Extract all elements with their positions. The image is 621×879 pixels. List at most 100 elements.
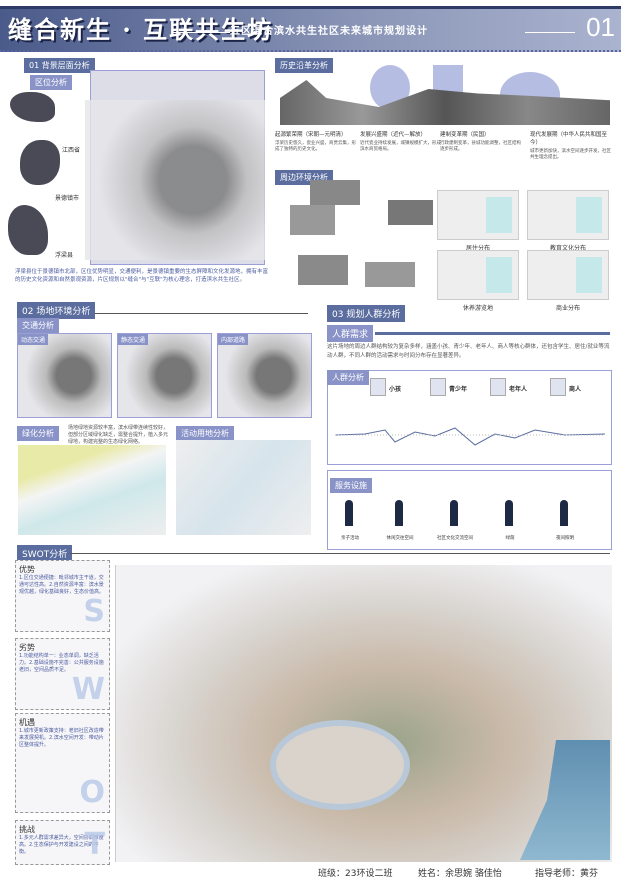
history-era: 现代发展期（中华人民共和国至今） 城市更新加快，滨水空间逐步开发，社区共生理念提出… [530, 130, 612, 161]
poster-subtitle: 五区混合滨水共生社区未来城市规划设计 [230, 26, 428, 37]
green-label: 绿化分析 [17, 426, 59, 441]
facility-label: 绿荫 [505, 536, 515, 541]
facilities-label: 服务设施 [330, 478, 372, 493]
swot-title: 劣势 [19, 643, 35, 652]
green-map [18, 445, 166, 535]
page-number: 01 [586, 12, 615, 42]
traffic-map-label: 静态交通 [118, 334, 149, 345]
map-caption: 教育文化分布 [549, 245, 586, 252]
swot-text: 1.城市更新政策支持：老旧社区改造带来发展契机。2.滨水空间开发：带动片区整体提… [19, 728, 104, 748]
person-icon [550, 378, 566, 396]
swot-text: 1.区位交通便捷：毗邻城市主干道，交通可达性高。2.自然资源丰富：滨水景观优越，… [19, 575, 105, 595]
credit-names: 姓名：余思婉 骆佳怡 [418, 869, 502, 879]
traffic-map [17, 333, 112, 418]
map-caption: 居住分布 [465, 245, 490, 252]
poster-title: 缝合新生 · 互联共生坊 [8, 15, 274, 44]
swot-panel: 机遇 1.城市更新政策支持：老旧社区改造带来发展契机。2.滨水空间开发：带动片区整… [15, 713, 110, 813]
surrounding-photo [290, 205, 335, 235]
location-label: 区位分析 [30, 75, 72, 90]
era-title: 起源繁荣期（宋朝—元明清） [275, 132, 347, 138]
place-label: 景德镇市 [55, 195, 80, 202]
era-title: 现代发展期（中华人民共和国至今） [530, 132, 608, 146]
section1-description: 浮梁县位于景德镇市北部，区位优势明显，交通便利，是景德镇重要的生态屏障和文化发源… [15, 269, 269, 283]
traffic-map-label: 内部道路 [218, 334, 249, 345]
china-map [10, 92, 55, 122]
section2-label: 02 场地环境分析 [17, 302, 96, 319]
surrounding-photo [388, 200, 433, 225]
facility-label: 社区文化交流空间 [437, 536, 473, 541]
map-caption: 休养游览地 [462, 305, 493, 312]
person-silhouette-icon [345, 500, 353, 526]
header-banner [0, 6, 621, 52]
swot-label: SWOT分析 [17, 545, 73, 562]
person-silhouette-icon [450, 500, 458, 526]
place-label: 江西省 [62, 147, 81, 154]
history-label: 历史沿革分析 [275, 58, 333, 73]
facility-label: 休闲交往空间 [386, 536, 414, 541]
section1-label: 01 背景层面分析 [24, 58, 95, 73]
traffic-map-label: 动态交通 [18, 334, 49, 345]
history-era: 发展兴盛期（近代—解放） 近代瓷业持续发展，城镇规模扩大，形成滨水商贸格局。 [360, 130, 442, 153]
person-silhouette-icon [505, 500, 513, 526]
activity-label: 活动用地分析 [176, 426, 234, 441]
swot-title: 挑战 [19, 825, 35, 834]
site-aerial [85, 100, 265, 260]
era-title: 发展兴盛期（近代—解放） [360, 132, 427, 138]
surrounding-map [437, 190, 519, 240]
person-icon [430, 378, 446, 396]
group-label: 商人 [569, 386, 582, 393]
divider [95, 313, 308, 314]
facility-label: 夜间照明 [556, 536, 574, 541]
highlight-zone [576, 257, 602, 293]
swot-letter: O [79, 775, 105, 810]
green-text: 场地绿地资源较丰富，滨水绿带连续性较好，但部分区域绿化缺乏，需整合提升，植入多元… [68, 425, 169, 445]
era-text: 浮梁历史悠久，瓷业兴盛，商贾云集，形成了独特的历史文化。 [275, 141, 356, 152]
swot-letter: T [84, 827, 105, 862]
history-era: 起源繁荣期（宋朝—元明清） 浮梁历史悠久，瓷业兴盛，商贾云集，形成了独特的历史文化… [275, 130, 357, 153]
activity-time-chart [335, 427, 605, 446]
facility-label: 亲子活动 [341, 536, 359, 541]
traffic-label: 交通分析 [17, 318, 59, 333]
city-map [8, 205, 48, 255]
traffic-map [217, 333, 312, 418]
surrounding-photo [298, 255, 348, 285]
swot-text: 1.功能结构单一：业态单调，缺乏活力。2.基础设施不完善：公共服务设施老旧，空间… [19, 653, 104, 673]
person-silhouette-icon [395, 500, 403, 526]
swot-panel: 优势 1.区位交通便捷：毗邻城市主干道，交通可达性高。2.自然资源丰富：滨水景观优… [15, 560, 110, 632]
era-title: 建制变革期（民国） [440, 132, 490, 138]
group-label: 老年人 [509, 386, 528, 393]
surrounding-map [527, 190, 609, 240]
province-map [20, 140, 60, 185]
divider [172, 32, 230, 33]
divider [525, 32, 575, 33]
surrounding-map [527, 250, 609, 300]
credit-advisor: 指导老师：黄芬 [535, 869, 599, 879]
map-caption: 商业分布 [555, 305, 580, 312]
analysis-label: 人群分析 [327, 370, 369, 385]
divider [375, 332, 610, 335]
credit-class: 班级：23环设二班 [318, 869, 393, 879]
needs-text: 这片场地的周边人群结构较为复杂多样，涵盖小孩、青少年、老年人、商人等核心群体，还… [327, 344, 610, 359]
swot-panel: 挑战 1.多元人群需求差异大，空间协调难度高。2.生态保护与开发建设之间的平衡。 T [15, 820, 110, 865]
era-text: 城市更新加快，滨水空间逐步开发，社区共生理念提出。 [530, 149, 611, 160]
place-label: 浮梁县 [55, 252, 74, 259]
highlight-zone [486, 257, 512, 293]
swot-letter: W [71, 672, 105, 707]
history-era: 建制变革期（民国） 行政建制变革，县城功能调整，社区结构逐步形成。 [440, 130, 522, 153]
divider [70, 553, 610, 554]
needs-label: 人群需求 [327, 325, 374, 342]
era-text: 近代瓷业持续发展，城镇规模扩大，形成滨水商贸格局。 [360, 141, 441, 152]
swot-title: 机遇 [19, 718, 35, 727]
person-icon [490, 378, 506, 396]
surrounding-photo [365, 262, 415, 287]
traffic-map [117, 333, 212, 418]
era-text: 行政建制变革，县城功能调整，社区结构逐步形成。 [440, 141, 521, 152]
surrounding-map [437, 250, 519, 300]
masterplan-aerial-render [115, 565, 612, 862]
central-park [270, 720, 410, 810]
swot-title: 优势 [19, 565, 35, 574]
person-icon [370, 378, 386, 396]
person-silhouette-icon [560, 500, 568, 526]
swot-text: 1.多元人群需求差异大，空间协调难度高。2.生态保护与开发建设之间的平衡。 [19, 835, 104, 855]
group-label: 青少年 [449, 386, 468, 393]
